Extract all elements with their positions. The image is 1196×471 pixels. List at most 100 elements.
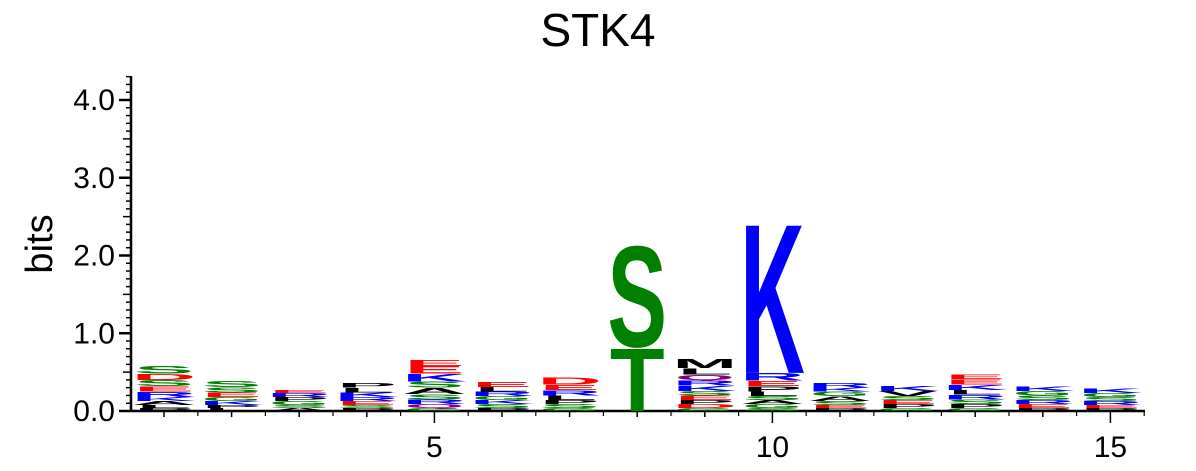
logo-letter: P [878,403,938,409]
logo-letter: P [337,407,397,412]
y-tick-label: 2.0 [73,240,115,273]
logo-letter: Q [675,373,735,381]
logo-letter: S [134,364,194,376]
logo-letter: R [740,371,805,383]
logo-letter: K [875,384,940,392]
logo-letter: R [267,392,332,398]
logo-letter: G [269,400,329,406]
y-tick-label: 3.0 [73,162,115,195]
logo-letter: R [808,382,873,389]
logo-letter: E [540,383,600,391]
y-axis-label: bits [19,214,61,273]
logo-letter: S [1013,394,1073,401]
logo-letter: K [402,372,467,384]
logo-letter: S [540,403,600,409]
logo-letter: K [1078,387,1143,394]
logo-letter: S [337,404,397,409]
logo-letter: S [810,400,870,406]
chart-title: STK4 [540,4,655,56]
logo-letter: A [740,399,805,405]
logo-letter: L [339,387,394,394]
logo-letter: E [675,394,735,401]
logo-letter: V [878,389,938,397]
logo-letter: R [672,379,737,387]
logo-letter: S [202,386,262,394]
x-tick-label: 10 [756,431,789,464]
logo-letter: P [202,404,262,409]
logo-letter: E [405,364,465,376]
logo-letter: E [202,391,262,398]
logo-letter: L [948,389,1003,396]
logo-letter: E [405,358,465,368]
logo-letter: S [202,379,262,389]
plot-area: 0.01.02.03.04.05 10 15PLAKRESDSLPKGESSASGP… [73,75,1145,464]
logo-letter: T [610,331,665,431]
logo-letter: P [269,396,329,402]
x-tick-label: 5 [426,431,443,464]
logo-letter: K [672,384,737,392]
logo-letter: E [1013,403,1073,409]
logo-letter: P [675,399,735,405]
logo-letter: S [134,378,194,388]
logo-letter: R [132,390,197,398]
logo-letter: E [1081,404,1141,409]
logo-letter: K [470,399,535,405]
logo-letter: S [269,404,329,409]
logo-letter: R [1010,399,1075,405]
logo-letter: L [137,404,192,409]
logo-letter: G [1080,392,1140,398]
logo-letter: L [542,394,597,401]
logo-letter: L [475,386,530,393]
logo-letter: K [199,400,264,406]
logo-letter: D [132,372,197,382]
logo-letter: P [134,407,194,412]
logo-letter: E [337,400,397,406]
logo-letter: P [1081,407,1141,412]
x-tick-label: 15 [1094,431,1127,464]
logo-letter: S [1081,396,1141,402]
logo-letter: K [943,383,1008,391]
logo-letter: P [945,403,1005,409]
logo-letter: R [1078,400,1143,406]
logo-letter: A [808,395,873,402]
logo-letter: M [673,356,737,371]
logo-letter: G [1013,390,1073,397]
logo-letter: L [745,390,800,397]
logo-letter: E [878,399,938,405]
logo-letter: L [677,367,732,377]
logo-letter: G [878,407,938,412]
logo-letter: G [742,403,802,409]
logo-letter: R [402,398,467,405]
logo-letter: D [672,403,737,409]
y-tick-label: 1.0 [73,317,115,350]
logo-letter: R [334,396,399,402]
logo-letter: G [540,407,600,412]
logo-letter: G [945,407,1005,412]
logo-letter: S [945,398,1005,405]
logo-letter: P [337,382,397,389]
logo-letter: P [472,407,532,412]
logo-letter: R [470,390,535,397]
logo-letter: K [808,387,873,393]
logo-letter: S [405,393,465,401]
logo-letter: Q [404,403,464,409]
logo-letter: A [132,400,197,406]
logo-letter: E [945,373,1005,380]
logo-letter: A [402,386,467,396]
logo-letter: E [269,389,329,394]
logo-letter: P [1013,407,1073,412]
logo-letter: E [810,404,870,409]
logo-letter: E [945,378,1005,386]
logo-letter: K [740,180,805,419]
logo-letter: P [540,399,600,405]
logo-letter: E [134,385,194,393]
logo-letter: S [743,395,803,401]
logo-letter: E [743,379,803,387]
logo-letter: P [810,407,870,412]
logo-letter: G [810,390,870,397]
logo-letter: S [878,395,938,401]
logo-letter: S [405,380,465,390]
logo-letter: A [267,407,332,412]
logo-letter: K [132,396,197,402]
